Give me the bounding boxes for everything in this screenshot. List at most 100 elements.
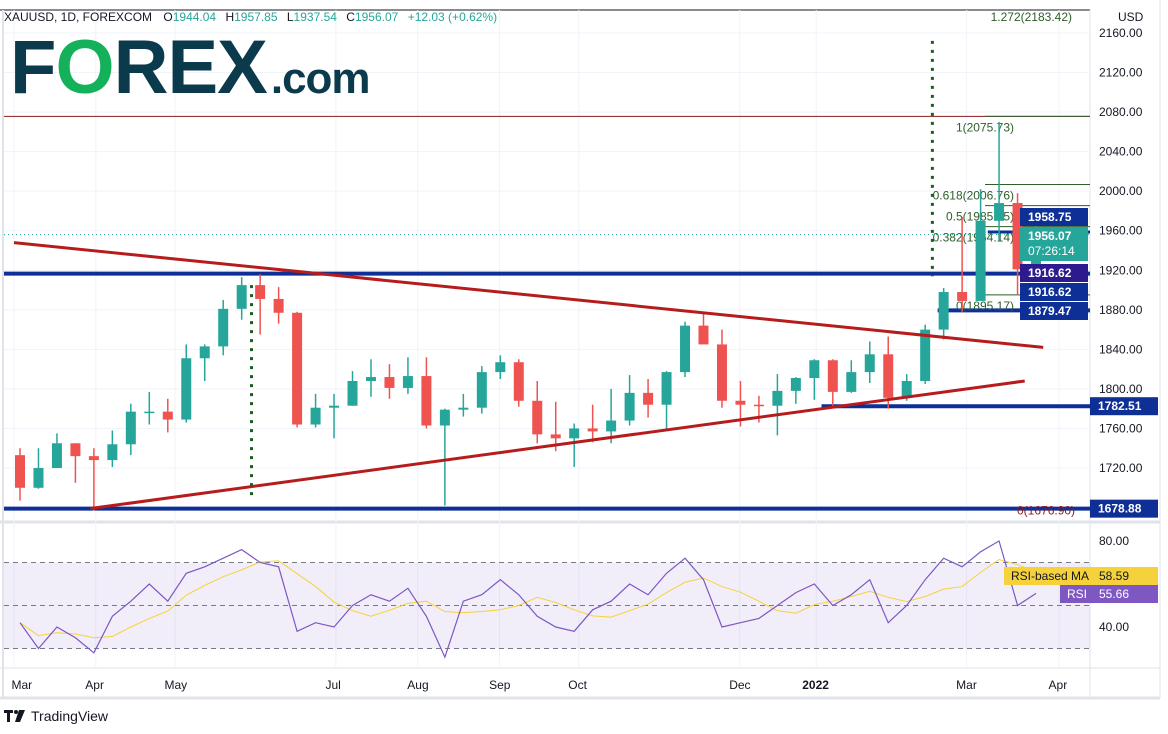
candle-body	[790, 378, 801, 391]
candle-body	[883, 354, 894, 398]
rsi-line	[19, 540, 1037, 659]
tradingview-brand: TradingView	[31, 708, 109, 724]
candle-body	[144, 411, 155, 414]
candle-body	[51, 443, 62, 469]
candle-body	[218, 308, 229, 347]
candle-body	[809, 360, 820, 379]
tradingview-logo[interactable]: TradingView	[4, 708, 108, 724]
time-tick-label: Apr	[1049, 678, 1068, 692]
candle-body	[975, 220, 986, 301]
rsi-tag	[1060, 585, 1090, 603]
low-value: 1937.54	[294, 10, 338, 24]
countdown-label: 07:26:14	[1028, 244, 1075, 258]
change-value: +12.03 (+0.62%)	[408, 10, 497, 24]
open-label: O	[163, 10, 172, 24]
time-axis[interactable]: Mar Apr May Jul Aug Sep Oct Dec 2022 Mar Apr	[12, 678, 1068, 692]
candle-body	[938, 292, 949, 330]
time-tick-label: Sep	[489, 678, 511, 692]
candle-body	[236, 285, 247, 309]
candle-body	[661, 372, 672, 405]
candle-body	[772, 390, 783, 406]
high-label: H	[225, 10, 234, 24]
rsi-ma-line	[19, 558, 1037, 639]
last-price-label: 1956.07	[1028, 229, 1072, 243]
candle-body	[864, 354, 875, 373]
candle-body	[1012, 203, 1023, 270]
candle-body	[827, 360, 838, 392]
fib-label: 1(2075.73)	[956, 120, 1014, 134]
candle-body	[698, 325, 709, 345]
support-price-tag	[1020, 283, 1088, 301]
candle-body	[458, 407, 469, 410]
time-tick-label: Mar	[12, 678, 33, 692]
resistance-price-tag	[1020, 208, 1088, 226]
price-tick-label: 2040.00	[1099, 145, 1143, 159]
candle-body	[310, 407, 321, 425]
candle-body	[476, 372, 487, 408]
rsi-label: RSI	[1067, 587, 1087, 601]
candle-body	[107, 444, 118, 461]
candle-body	[15, 455, 25, 488]
trendline-ascending	[90, 379, 1025, 511]
price-tick-label: 1760.00	[1099, 421, 1143, 435]
candle-body	[624, 392, 635, 421]
support-price-label: 1916.62	[1028, 285, 1072, 299]
forex-logo: FOREX.com	[10, 25, 371, 110]
candle-body	[569, 428, 580, 439]
rsi-tick-label: 40.00	[1099, 620, 1129, 634]
price-axis[interactable]: 2160.00 2120.00 2080.00 2040.00 2000.00 1960.…	[1004, 26, 1158, 634]
fib-label: 0.618(2006.76)	[933, 188, 1014, 202]
svg-text:XAUUSD, 1D, FOREXCOM O19: XAUUSD, 1D, FOREXCOM O1944.04 H1957.85 L…	[4, 10, 497, 24]
candle-body	[181, 358, 192, 420]
candle-body	[70, 443, 81, 457]
candle-body	[439, 409, 450, 426]
price-tick-label: 1920.00	[1099, 263, 1143, 277]
rsi-pane	[4, 540, 1090, 659]
candles	[15, 121, 1042, 511]
rsi-ma-value-tag	[1090, 567, 1158, 585]
time-tick-label: Apr	[85, 678, 104, 692]
candle-body	[421, 376, 432, 426]
candle-body	[273, 298, 284, 313]
tradingview-icon	[4, 710, 25, 722]
open-value: 1944.04	[173, 10, 217, 24]
logo-text: F	[10, 25, 55, 110]
candle-body	[329, 405, 340, 408]
price-tick-label: 1960.00	[1099, 224, 1143, 238]
symbol-label: XAUUSD, 1D, FOREXCOM	[4, 10, 152, 24]
price-tick-label: 1880.00	[1099, 303, 1143, 317]
candle-body	[716, 344, 727, 401]
rsi-value: 55.66	[1099, 587, 1129, 601]
time-tick-label: Dec	[729, 678, 750, 692]
time-tick-label: May	[164, 678, 187, 692]
close-label: C	[346, 10, 355, 24]
close-value: 1956.07	[355, 10, 399, 24]
support-price-label: 1678.88	[1098, 502, 1142, 516]
rsi-ma-label: RSI-based MA	[1011, 569, 1089, 583]
logo-o: O	[55, 25, 113, 110]
candle-body	[88, 456, 99, 461]
price-tick-label: 2120.00	[1099, 66, 1143, 80]
candle-body	[957, 292, 968, 301]
overlays	[13, 40, 1044, 511]
support-price-tag	[1020, 264, 1088, 282]
candle-body	[587, 428, 598, 432]
support-price-tag	[1090, 397, 1158, 416]
last-price-tag	[1020, 227, 1088, 261]
time-tick-label: Oct	[568, 678, 587, 692]
time-tick-label: 2022	[802, 678, 829, 692]
logo-text-rest: REX	[114, 25, 269, 110]
price-tick-label: 1840.00	[1099, 342, 1143, 356]
candle-body	[680, 325, 691, 373]
currency-label: USD	[1118, 10, 1144, 24]
trendline-descending	[13, 241, 1044, 349]
candle-body	[495, 362, 506, 373]
price-tick-label: 2080.00	[1099, 105, 1143, 119]
resistance-price-label: 1958.75	[1028, 210, 1072, 224]
candle-body	[384, 377, 395, 388]
candle-body	[255, 285, 266, 299]
support-price-tag	[1090, 499, 1158, 518]
time-tick-label: Mar	[956, 678, 977, 692]
price-tick-label: 1720.00	[1099, 461, 1143, 475]
